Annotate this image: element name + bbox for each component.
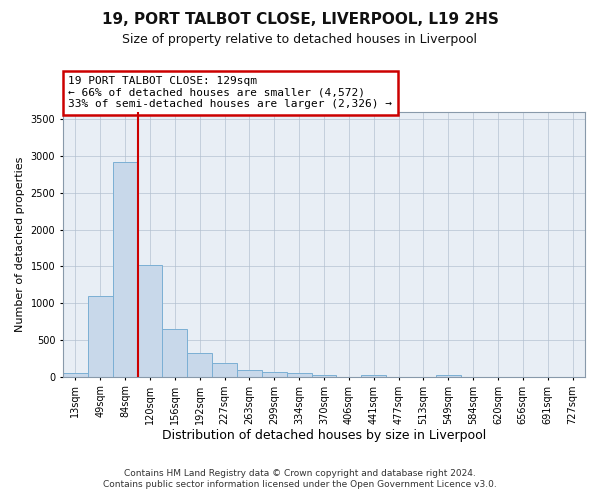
Bar [163,329,187,377]
Bar [262,372,287,377]
X-axis label: Distribution of detached houses by size in Liverpool: Distribution of detached houses by size … [162,430,486,442]
Text: 19, PORT TALBOT CLOSE, LIVERPOOL, L19 2HS: 19, PORT TALBOT CLOSE, LIVERPOOL, L19 2H… [101,12,499,28]
Bar [212,363,237,377]
Text: 19 PORT TALBOT CLOSE: 129sqm
← 66% of detached houses are smaller (4,572)
33% of: 19 PORT TALBOT CLOSE: 129sqm ← 66% of de… [68,76,392,110]
Text: Size of property relative to detached houses in Liverpool: Size of property relative to detached ho… [122,32,478,46]
Bar [63,373,88,377]
Bar [361,374,386,377]
Text: Contains HM Land Registry data © Crown copyright and database right 2024.: Contains HM Land Registry data © Crown c… [124,468,476,477]
Bar [113,162,137,377]
Bar [137,265,163,377]
Bar [287,373,311,377]
Bar [88,296,113,377]
Text: Contains public sector information licensed under the Open Government Licence v3: Contains public sector information licen… [103,480,497,489]
Bar [311,374,337,377]
Y-axis label: Number of detached properties: Number of detached properties [15,156,25,332]
Bar [187,352,212,377]
Bar [237,370,262,377]
Bar [436,376,461,377]
